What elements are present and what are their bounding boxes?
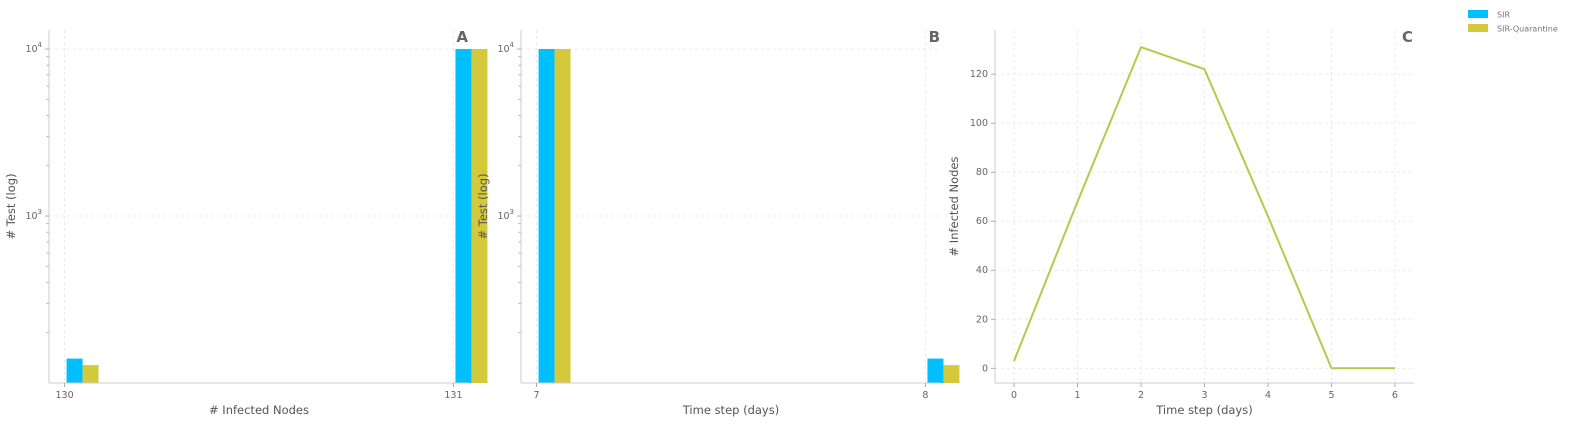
y-tick-label: 0 — [982, 363, 988, 374]
y-tick-label: 120 — [970, 69, 988, 80]
bar-sir-quarantine-1 — [471, 49, 488, 383]
x-tick-label: 131 — [444, 390, 462, 401]
x-axis-label: Time step (days) — [1155, 403, 1252, 417]
legend: SIR SIR-Quarantine — [1468, 10, 1558, 34]
y-tick-label: 103 — [497, 208, 514, 222]
panel-label-c: C — [1402, 28, 1413, 46]
y-tick-label: 103 — [25, 208, 42, 222]
y-tick-label: 100 — [970, 118, 988, 129]
panel-label-a: A — [456, 28, 468, 46]
x-tick-label: 130 — [55, 390, 73, 401]
y-tick-label: 40 — [976, 265, 988, 276]
bar-sir-0 — [538, 49, 555, 383]
bar-sir-quarantine-1 — [943, 365, 960, 383]
y-tick-base: 10 — [497, 211, 509, 222]
x-tick-label: 7 — [534, 390, 540, 401]
legend-label-1: SIR-Quarantine — [1497, 25, 1558, 34]
y-tick-label: 104 — [497, 41, 514, 55]
bar-sir-1 — [927, 358, 944, 383]
legend-swatch-1 — [1468, 24, 1488, 32]
y-axis-label: # Test (log) — [4, 173, 18, 239]
y-tick-base: 10 — [25, 44, 37, 55]
panel-label-b: B — [929, 28, 940, 46]
bar-sir-0 — [66, 358, 83, 383]
bar-sir-quarantine-0 — [554, 49, 571, 383]
x-tick-label: 6 — [1392, 390, 1398, 401]
x-axis-label: Time step (days) — [682, 403, 779, 417]
x-axis-label: # Infected Nodes — [209, 403, 309, 417]
y-tick-label: 104 — [25, 41, 42, 55]
y-tick-label: 20 — [976, 314, 988, 325]
legend-swatch-0 — [1468, 10, 1488, 18]
x-tick-label: 1 — [1075, 390, 1081, 401]
x-tick-label: 5 — [1328, 390, 1334, 401]
y-tick-base: 10 — [497, 44, 509, 55]
y-axis-label: # Infected Nodes — [947, 157, 961, 257]
legend-label-0: SIR — [1497, 11, 1510, 20]
y-tick-exponent: 3 — [510, 208, 514, 216]
y-tick-exponent: 4 — [510, 41, 515, 49]
y-tick-base: 10 — [25, 211, 37, 222]
x-tick-label: 4 — [1265, 390, 1271, 401]
bar-sir-1 — [455, 49, 472, 383]
y-tick-exponent: 3 — [38, 208, 42, 216]
y-tick-label: 60 — [976, 216, 988, 227]
x-tick-label: 8 — [922, 390, 928, 401]
x-tick-label: 0 — [1011, 390, 1017, 401]
x-tick-label: 3 — [1201, 390, 1207, 401]
bar-sir-quarantine-0 — [82, 365, 99, 383]
y-axis-label: # Test (log) — [476, 173, 490, 239]
y-tick-label: 80 — [976, 167, 988, 178]
x-tick-label: 2 — [1138, 390, 1144, 401]
infected-nodes-line — [1013, 46, 1395, 370]
y-tick-exponent: 4 — [38, 41, 43, 49]
